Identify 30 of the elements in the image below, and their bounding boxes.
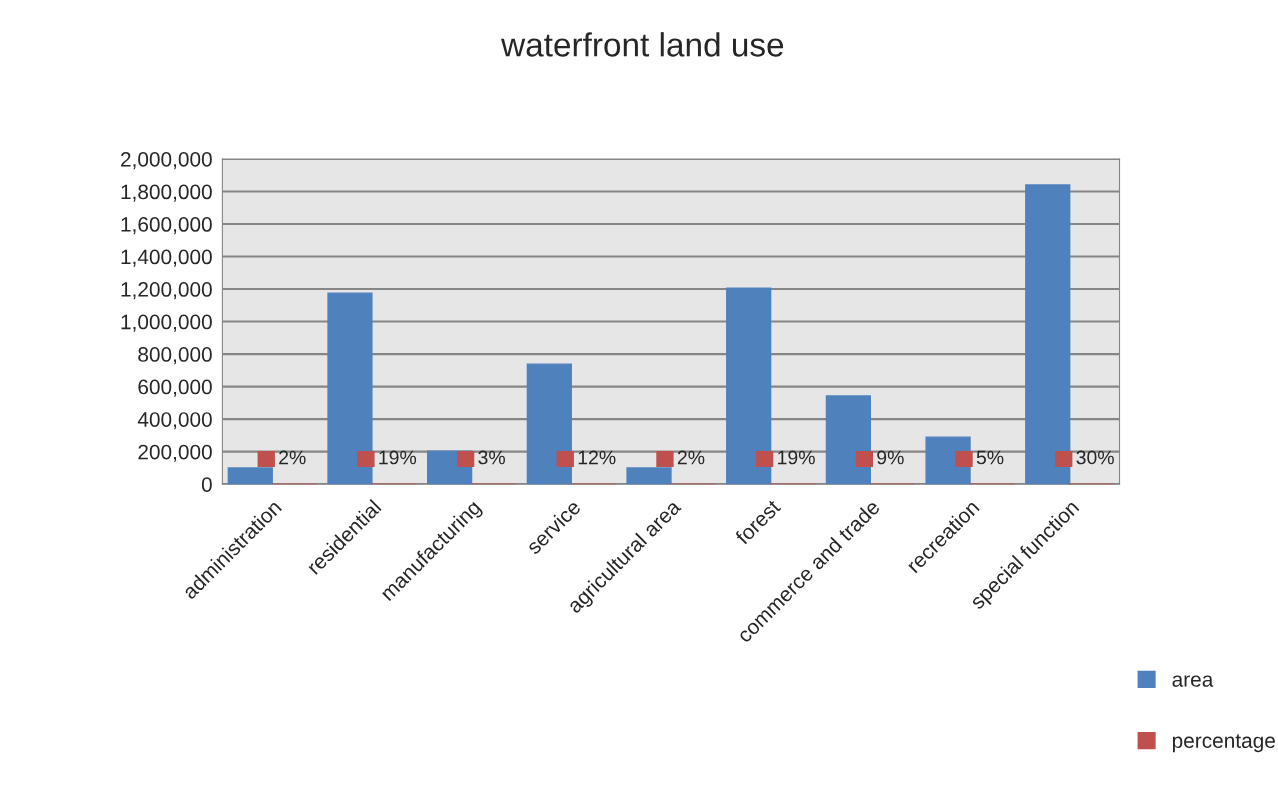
- bar: [327, 292, 373, 485]
- bar: [1025, 184, 1071, 485]
- y-tick-label: 1,000,000: [121, 314, 212, 332]
- bar: [825, 395, 872, 485]
- y-tick-label: 600,000: [138, 379, 212, 397]
- bar: [526, 363, 572, 485]
- data-label: 19%: [379, 450, 417, 465]
- y-tick-label: 800,000: [138, 347, 212, 365]
- legend-label: area: [1172, 675, 1214, 687]
- y-tick-label: 0: [201, 477, 212, 492]
- data-label: 2%: [677, 450, 705, 465]
- data-label: 12%: [578, 450, 616, 465]
- data-label: 2%: [279, 450, 306, 465]
- bar: [227, 467, 273, 485]
- data-label: 9%: [877, 450, 904, 465]
- legend-label: percentage: [1172, 734, 1275, 753]
- y-tick-label: 1,400,000: [121, 249, 212, 267]
- data-label: 30%: [1076, 450, 1114, 465]
- y-tick-label: 1,200,000: [121, 282, 212, 300]
- data-label: 5%: [976, 450, 1004, 465]
- y-tick-label: 1,600,000: [121, 217, 212, 235]
- y-tick-label: 2,000,000: [121, 152, 212, 170]
- bar: [726, 287, 772, 485]
- data-label: 19%: [778, 450, 815, 465]
- y-tick-label: 400,000: [137, 412, 212, 430]
- bar: [626, 467, 672, 485]
- chart-title: waterfront land use: [501, 32, 784, 57]
- data-label: 3%: [478, 450, 505, 465]
- y-tick-label: 200,000: [138, 444, 212, 462]
- y-tick-label: 1,800,000: [121, 184, 212, 202]
